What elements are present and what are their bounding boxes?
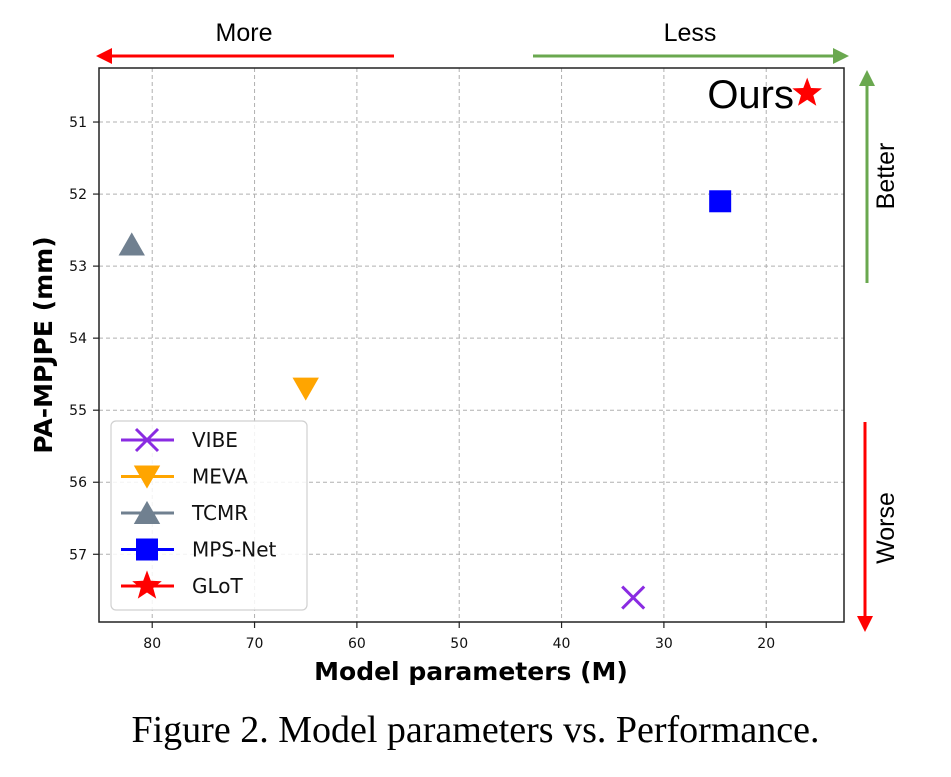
less-arrow xyxy=(533,48,849,64)
data-point-meva xyxy=(292,377,319,401)
legend-item: MEVA xyxy=(121,465,248,489)
legend: VIBE MEVA TCMR MPS-Net GLoT xyxy=(110,420,308,611)
more-label: More xyxy=(216,19,273,47)
legend-item: TCMR xyxy=(121,500,248,525)
data-points xyxy=(118,77,822,610)
legend-box xyxy=(110,420,308,611)
legend-marker-square xyxy=(136,538,158,561)
y-axis-ticks: 51 52 53 54 55 56 57 xyxy=(69,115,99,563)
legend-item: MPS-Net xyxy=(121,538,276,562)
y-tick-label: 55 xyxy=(69,403,87,419)
legend-label: MEVA xyxy=(192,465,248,489)
x-tick-label: 30 xyxy=(655,636,673,652)
data-point-mps-net xyxy=(709,190,732,213)
data-point-glot xyxy=(792,77,822,106)
worse-label: Worse xyxy=(872,492,900,564)
legend-marker-triangle-down xyxy=(133,465,161,489)
x-tick-label: 50 xyxy=(450,636,468,652)
less-label: Less xyxy=(664,19,717,47)
ours-label: Ours xyxy=(707,73,794,117)
x-axis-ticks: 80 70 60 50 40 30 20 xyxy=(143,622,775,652)
scatter-chart: 80 70 60 50 40 30 20 51 52 53 54 55 56 57 VIBE MEVA TC… xyxy=(29,19,900,686)
x-tick-label: 20 xyxy=(757,636,775,652)
legend-marker-x xyxy=(134,427,160,453)
legend-marker-triangle-up xyxy=(133,500,161,524)
x-tick-label: 80 xyxy=(143,636,161,652)
more-arrow xyxy=(96,48,394,64)
legend-item: GLoT xyxy=(121,570,244,599)
y-tick-label: 54 xyxy=(69,331,87,347)
y-axis-title: PA-MPJPE (mm) xyxy=(29,236,58,453)
legend-marker-star xyxy=(132,570,162,599)
grid-lines xyxy=(99,68,844,622)
legend-label: MPS-Net xyxy=(192,538,276,562)
data-point-vibe xyxy=(621,585,646,610)
legend-label: TCMR xyxy=(191,501,248,525)
y-tick-label: 57 xyxy=(69,547,87,563)
better-label: Better xyxy=(872,143,900,210)
legend-item: VIBE xyxy=(121,427,238,453)
y-tick-label: 53 xyxy=(69,259,87,275)
y-tick-label: 52 xyxy=(69,187,87,203)
x-axis-title: Model parameters (M) xyxy=(314,657,628,686)
figure-caption: Figure 2. Model parameters vs. Performan… xyxy=(131,709,820,751)
x-tick-label: 70 xyxy=(246,636,264,652)
x-tick-label: 40 xyxy=(553,636,571,652)
legend-label: VIBE xyxy=(192,428,238,452)
legend-label: GLoT xyxy=(192,574,244,598)
better-arrow xyxy=(859,70,875,283)
data-point-tcmr xyxy=(118,232,145,256)
y-tick-label: 51 xyxy=(69,115,87,131)
plot-frame xyxy=(98,67,845,623)
y-tick-label: 56 xyxy=(69,475,87,491)
worse-arrow xyxy=(857,422,873,632)
x-tick-label: 60 xyxy=(348,636,366,652)
